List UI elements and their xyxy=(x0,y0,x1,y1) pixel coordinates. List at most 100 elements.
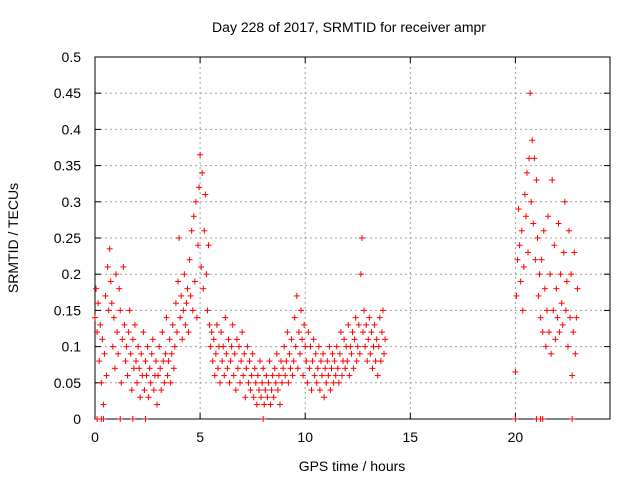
data-point xyxy=(512,416,519,422)
data-point xyxy=(131,321,138,328)
data-point xyxy=(176,235,183,241)
data-point xyxy=(562,307,569,314)
data-point xyxy=(150,387,157,394)
data-point xyxy=(238,358,245,365)
data-point xyxy=(143,372,150,379)
data-point xyxy=(555,220,562,227)
data-point xyxy=(261,401,268,408)
x-tick-label: 10 xyxy=(297,429,313,445)
y-tick-label: 0.3 xyxy=(62,194,82,210)
data-point xyxy=(259,379,266,386)
data-point xyxy=(285,379,292,386)
data-point xyxy=(149,336,156,343)
data-point xyxy=(129,416,136,422)
data-point xyxy=(269,372,276,379)
data-point xyxy=(568,271,575,278)
data-point xyxy=(142,358,149,365)
data-point xyxy=(371,321,378,328)
data-point xyxy=(237,379,244,386)
data-point xyxy=(362,343,369,350)
data-point xyxy=(548,350,555,357)
data-point xyxy=(372,358,379,365)
data-point xyxy=(98,379,105,386)
data-point xyxy=(246,358,253,365)
data-point xyxy=(293,292,300,299)
data-point xyxy=(327,387,334,394)
data-point xyxy=(100,416,107,422)
data-point xyxy=(334,365,341,372)
data-point xyxy=(128,387,135,394)
data-point xyxy=(561,198,568,205)
data-point xyxy=(543,307,550,314)
data-points xyxy=(92,90,581,422)
data-point xyxy=(251,365,258,372)
data-point xyxy=(331,358,338,365)
data-point xyxy=(142,416,149,422)
data-point xyxy=(224,365,231,372)
data-point xyxy=(520,263,527,270)
data-point xyxy=(165,358,172,365)
data-point xyxy=(514,256,521,263)
data-point xyxy=(535,292,542,299)
data-point xyxy=(134,379,141,386)
data-point xyxy=(381,350,388,357)
data-point xyxy=(141,387,148,394)
y-tick-label: 0.25 xyxy=(54,230,81,246)
data-point xyxy=(512,368,519,375)
data-point xyxy=(365,336,372,343)
data-point xyxy=(348,350,355,357)
data-point xyxy=(184,285,191,292)
data-point xyxy=(326,343,333,350)
data-point xyxy=(350,365,357,372)
data-point xyxy=(306,365,313,372)
data-point xyxy=(552,336,559,343)
data-point xyxy=(102,292,109,299)
data-point xyxy=(231,350,238,357)
data-point xyxy=(186,256,193,263)
data-point xyxy=(255,387,262,394)
data-point xyxy=(115,350,122,357)
data-point xyxy=(312,350,319,357)
data-point xyxy=(168,350,175,357)
data-point xyxy=(207,343,214,350)
data-point xyxy=(218,329,225,336)
data-point xyxy=(537,314,544,321)
data-point xyxy=(374,372,381,379)
data-point xyxy=(169,321,176,328)
data-point xyxy=(320,350,327,357)
data-point xyxy=(193,314,200,321)
data-point xyxy=(288,336,295,343)
data-point xyxy=(104,263,111,270)
y-tick-label: 0.15 xyxy=(54,302,81,318)
data-point xyxy=(130,365,137,372)
data-point xyxy=(570,329,577,336)
data-point xyxy=(264,394,271,401)
data-point xyxy=(208,329,215,336)
data-point xyxy=(189,307,196,314)
data-point xyxy=(101,350,108,357)
axis-ticks: 0 0.05 0.1 0.15 0.2 0.25 0.3 0.35 0.4 0.45 0.5 0 5 10… xyxy=(54,49,610,445)
data-point xyxy=(351,336,358,343)
data-point xyxy=(148,350,155,357)
data-point xyxy=(170,365,177,372)
data-point xyxy=(376,314,383,321)
y-tick-label: 0.45 xyxy=(54,85,81,101)
data-point xyxy=(559,321,566,328)
data-point xyxy=(196,184,203,191)
data-point xyxy=(294,365,301,372)
data-point xyxy=(358,235,365,241)
data-point xyxy=(201,227,208,234)
data-point xyxy=(551,242,558,249)
data-point xyxy=(125,329,132,336)
data-point xyxy=(266,358,273,365)
data-point xyxy=(230,372,237,379)
data-point xyxy=(532,256,539,263)
data-point xyxy=(569,372,576,379)
data-point xyxy=(337,329,344,336)
data-point xyxy=(175,278,182,285)
data-point xyxy=(250,394,257,401)
data-point xyxy=(187,292,194,299)
data-point xyxy=(286,350,293,357)
data-point xyxy=(317,358,324,365)
data-point xyxy=(265,379,272,386)
